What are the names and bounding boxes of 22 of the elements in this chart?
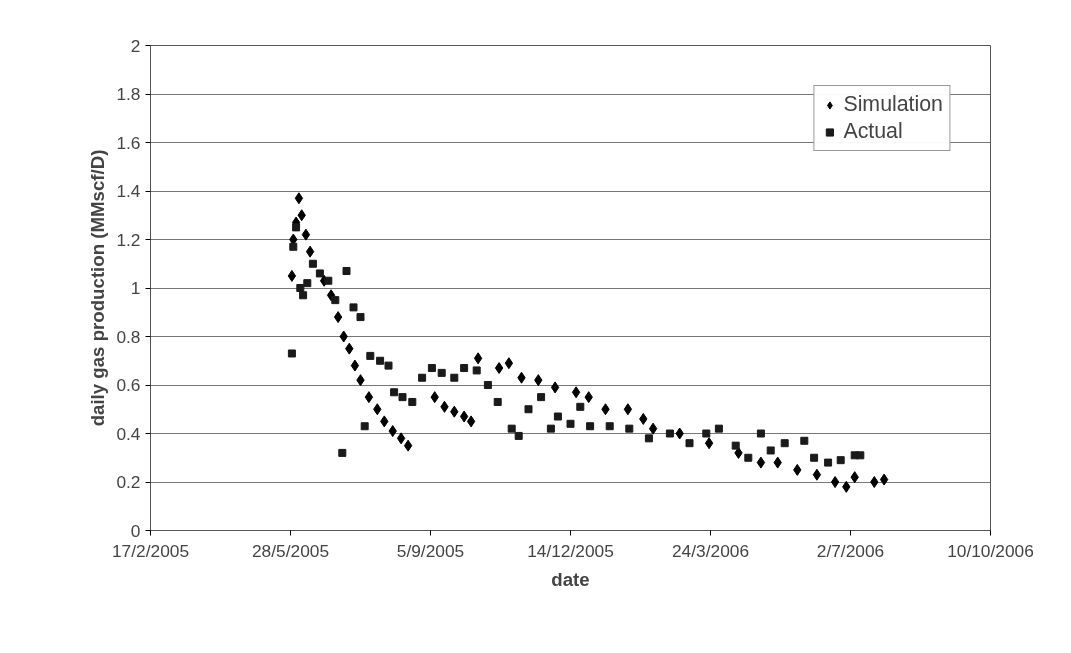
y-tick-label: 2: [130, 35, 141, 56]
y-tick-label: 0: [130, 520, 141, 541]
y-tick-label: 0.8: [116, 326, 141, 347]
y-tick-label: 0.2: [116, 472, 141, 492]
x-tick-label: 2/7/2006: [816, 540, 885, 561]
y-tick-label: 1: [130, 278, 141, 298]
y-tick-label: 1.2: [116, 229, 141, 250]
y-tick-label: 1.6: [116, 132, 141, 153]
y-tick-label: 0.4: [116, 423, 141, 444]
x-tick-label: 14/12/2005: [527, 540, 614, 561]
y-tick-label: 1.4: [116, 181, 141, 201]
y-axis-title: daily gas production (MMscf/D): [87, 149, 109, 427]
y-tick-label: 0.6: [116, 375, 141, 395]
x-tick-label: 10/10/2006: [947, 540, 1034, 561]
x-tick-label: 17/2/2005: [111, 540, 190, 561]
y-tick-label: 1.8: [116, 84, 141, 104]
legend-label: Actual: [843, 119, 903, 144]
x-tick-label: 5/9/2005: [396, 540, 465, 561]
x-axis-title: date: [551, 568, 590, 590]
x-tick-label: 24/3/2006: [671, 540, 750, 561]
legend-label: Simulation: [843, 92, 943, 117]
x-tick-label: 28/5/2005: [251, 540, 330, 561]
